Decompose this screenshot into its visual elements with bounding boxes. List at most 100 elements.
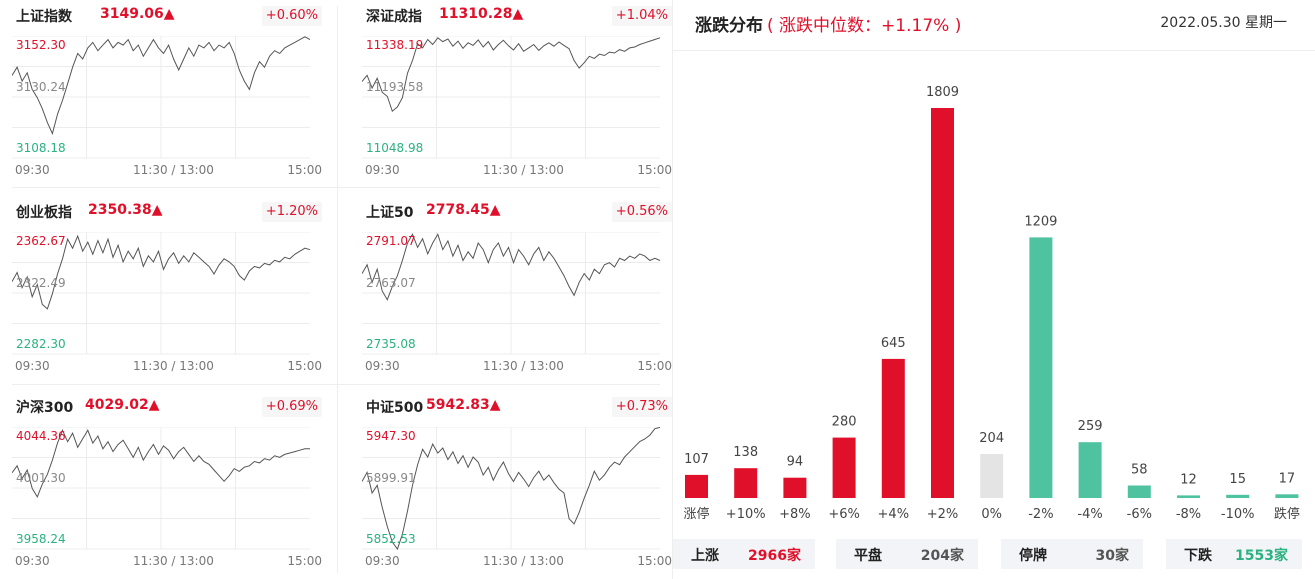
time-noon: 11:30 / 13:00 xyxy=(133,359,214,373)
time-close: 15:00 xyxy=(287,554,322,568)
row-divider xyxy=(12,187,660,188)
index-price: 2778.45▲ xyxy=(426,202,501,218)
axis-mid-label: 2763.07 xyxy=(366,276,416,290)
summary-label: 下跌 xyxy=(1184,548,1212,564)
axis-mid-label: 4001.30 xyxy=(16,471,66,485)
time-noon: 11:30 / 13:00 xyxy=(483,554,564,568)
summary-value: 2966家 xyxy=(748,548,801,564)
bar-value-label: 107 xyxy=(684,452,709,467)
price-line xyxy=(12,36,311,136)
index-change-badge: +0.60% xyxy=(261,6,322,26)
rise-fall-distribution-panel: 涨跌分布 ( 涨跌中位数：+1.17% ) 2022.05.30 星期一 107… xyxy=(672,0,1315,579)
intraday-line-chart xyxy=(12,36,311,159)
category-label: 涨停 xyxy=(683,506,709,522)
intraday-line-chart xyxy=(362,232,661,355)
time-noon: 11:30 / 13:00 xyxy=(133,554,214,568)
axis-low-label: 3958.24 xyxy=(16,532,66,546)
time-open: 09:30 xyxy=(365,163,400,177)
price-line xyxy=(362,427,661,551)
index-name: 深证成指 xyxy=(366,9,422,25)
index-price: 2350.38▲ xyxy=(88,202,163,218)
intraday-line-chart xyxy=(12,427,310,550)
index-change-badge: +1.04% xyxy=(611,6,672,26)
summary-flat[interactable]: 平盘 204家 xyxy=(836,539,978,569)
index-price: 5942.83▲ xyxy=(426,397,501,413)
summary-rise[interactable]: 上涨 2966家 xyxy=(673,539,815,569)
index-change-badge: +0.56% xyxy=(611,202,672,222)
axis-mid-label: 2322.49 xyxy=(16,276,66,290)
category-label: +6% xyxy=(828,507,860,522)
index-name: 创业板指 xyxy=(16,205,72,221)
time-close: 15:00 xyxy=(637,359,672,373)
axis-mid-label: 5899.91 xyxy=(366,471,416,485)
bar xyxy=(980,454,1004,498)
summary-value: 30家 xyxy=(1095,548,1129,564)
intraday-line-chart xyxy=(12,232,311,355)
bar-value-label: 1209 xyxy=(1024,214,1057,229)
summary-value: 1553家 xyxy=(1235,548,1288,564)
axis-mid-label: 11193.58 xyxy=(366,80,424,94)
price-line xyxy=(12,429,310,499)
bar-value-label: 204 xyxy=(979,431,1004,446)
category-label: +8% xyxy=(779,507,811,522)
axis-low-label: 3108.18 xyxy=(16,141,66,155)
index-card-csi500[interactable]: 中证500 5942.83▲ +0.73% 5947.30 5899.91 58… xyxy=(362,391,672,579)
category-label: -10% xyxy=(1221,507,1255,522)
trade-date: 2022.05.30 星期一 xyxy=(1160,15,1287,31)
bar xyxy=(783,477,807,498)
category-label: 跌停 xyxy=(1274,506,1300,522)
bar-value-label: 17 xyxy=(1279,471,1296,486)
summary-fall[interactable]: 下跌 1553家 xyxy=(1166,539,1302,569)
bar-chart-svg: 107 涨停 138 +10% 94 +8% 280 +6% 645 +4% 1809 +2% 204 0… xyxy=(683,85,1300,522)
category-label: +2% xyxy=(927,507,959,522)
axis-high-label: 4044.36 xyxy=(16,429,66,443)
axis-low-label: 5852.53 xyxy=(366,532,416,546)
intraday-line-chart xyxy=(362,36,661,159)
category-label: -8% xyxy=(1176,507,1201,522)
summary-label: 平盘 xyxy=(854,548,882,564)
index-card-csi300[interactable]: 沪深300 4029.02▲ +0.69% 4044.36 4001.30 39… xyxy=(12,391,322,579)
summary-suspended[interactable]: 停牌 30家 xyxy=(1001,539,1143,569)
index-name: 中证500 xyxy=(366,400,424,416)
index-name: 上证指数 xyxy=(16,9,72,25)
bar-value-label: 138 xyxy=(733,445,758,460)
category-label: 0% xyxy=(981,507,1002,522)
bar xyxy=(734,468,758,498)
axis-low-label: 2735.08 xyxy=(366,337,416,351)
index-grid: 上证指数 3149.06▲ +0.60% 3152.30 3130.24 310… xyxy=(12,0,672,579)
time-noon: 11:30 / 13:00 xyxy=(483,359,564,373)
index-card-shanghai[interactable]: 上证指数 3149.06▲ +0.60% 3152.30 3130.24 310… xyxy=(12,0,322,190)
bar-value-label: 94 xyxy=(787,455,804,470)
bar-value-label: 259 xyxy=(1078,419,1103,434)
row-divider xyxy=(12,384,660,385)
time-open: 09:30 xyxy=(15,163,50,177)
axis-low-label: 2282.30 xyxy=(16,337,66,351)
time-open: 09:30 xyxy=(15,359,50,373)
bar xyxy=(1127,485,1151,498)
bar-value-label: 15 xyxy=(1229,472,1246,487)
axis-low-label: 11048.98 xyxy=(366,141,424,155)
index-card-chinext[interactable]: 创业板指 2350.38▲ +1.20% 2362.67 2322.49 228… xyxy=(12,196,322,386)
index-price: 11310.28▲ xyxy=(439,6,524,22)
median-change-label: ( 涨跌中位数：+1.17% ) xyxy=(767,16,962,36)
bar-value-label: 12 xyxy=(1180,472,1197,487)
price-line xyxy=(362,37,661,113)
bar-value-label: 1809 xyxy=(926,85,959,100)
index-card-shenzhen[interactable]: 深证成指 11310.28▲ +1.04% 11338.19 11193.58 … xyxy=(362,0,672,190)
index-price: 3149.06▲ xyxy=(100,6,175,22)
index-change-badge: +0.73% xyxy=(611,397,672,417)
index-change-badge: +0.69% xyxy=(261,397,322,417)
time-close: 15:00 xyxy=(287,359,322,373)
bar-value-label: 645 xyxy=(881,336,906,351)
bar xyxy=(1177,495,1200,498)
price-line xyxy=(362,233,661,301)
category-label: -2% xyxy=(1028,507,1053,522)
time-noon: 11:30 / 13:00 xyxy=(483,163,564,177)
bar xyxy=(1275,494,1299,498)
column-divider xyxy=(337,6,338,573)
bar xyxy=(1226,494,1250,498)
category-label: +10% xyxy=(726,507,766,522)
bar xyxy=(685,474,708,498)
index-card-sse50[interactable]: 上证50 2778.45▲ +0.56% 2791.07 2763.07 273… xyxy=(362,196,672,386)
index-name: 上证50 xyxy=(366,205,414,221)
